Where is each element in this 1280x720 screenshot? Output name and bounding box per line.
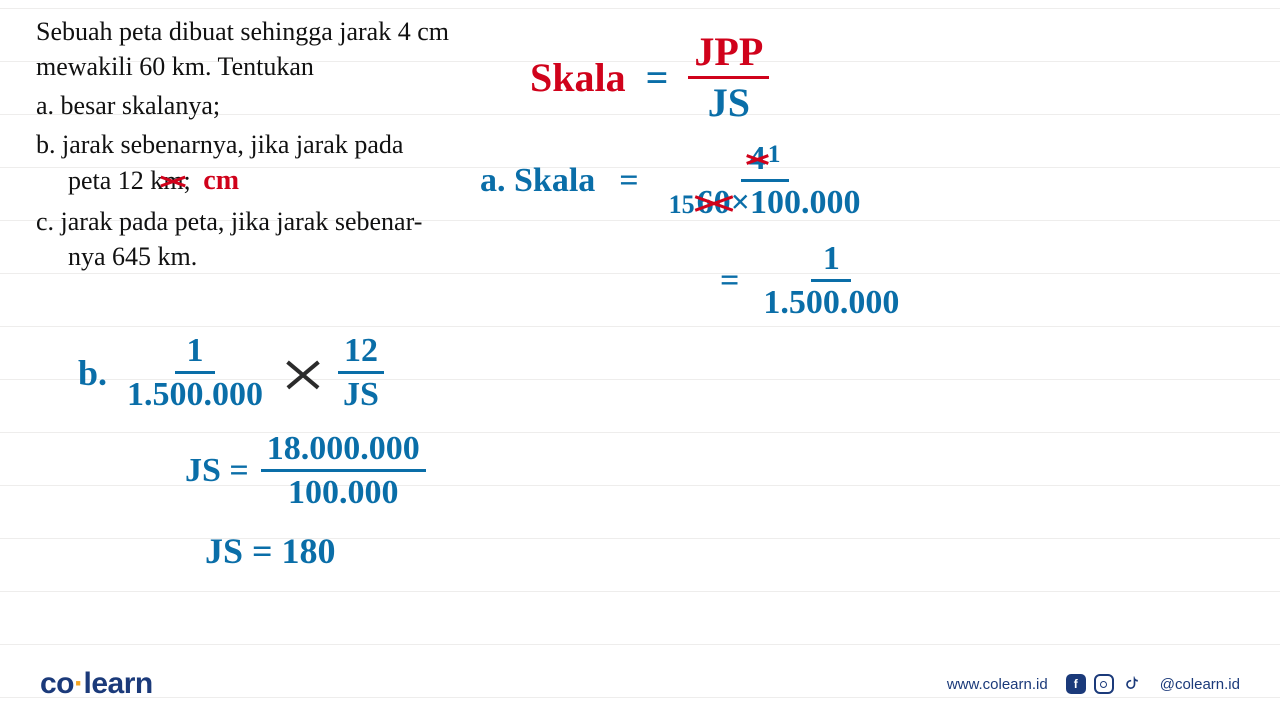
q-b2-struck: m [163,163,183,198]
hw-a-res-den: 1.500.000 [757,282,905,321]
hw-a-line1: a. Skala = 41 1560×100.000 [480,140,867,222]
q-b2-prefix: peta 12 k [68,166,163,195]
hw-a-num-struck: 4 [749,140,766,177]
footer-right: www.colearn.id f @colearn.id [947,674,1240,694]
hw-a-num: 41 [741,140,789,182]
footer-handle: @colearn.id [1160,676,1240,693]
hw-a-num-sup: 1 [768,139,781,168]
footer-url: www.colearn.id [947,676,1048,693]
brand-logo: co·learn [40,667,153,701]
q-line2: mewakili 60 km. Tentukan [36,49,426,84]
q-item-b2: peta 12 km; cm [36,162,426,200]
hw-a-den-left: 15 [669,190,695,219]
brand-dot: · [74,667,84,700]
instagram-icon [1094,674,1114,694]
q-item-c1: c. jarak pada peta, jika jarak sebenar- [36,204,426,239]
question-text: Sebuah peta dibuat sehingga jarak 4 cm m… [36,14,426,274]
hw-b-js-num: 18.000.000 [261,430,426,472]
q-item-b1: b. jarak sebenarnya, jika jarak pada [36,127,426,162]
hw-a-den-mult: ×100.000 [731,184,861,221]
cross-icon [283,353,323,393]
hw-a-label: a. Skala [480,162,595,200]
hw-a-res-frac: 1 1.500.000 [757,240,905,322]
hw-a-line2: = 1 1.500.000 [720,240,905,322]
q-item-c2: nya 645 km. [36,239,426,274]
hw-b-rightfrac: 12 JS [337,332,385,414]
hw-b-left-den: 1.500.000 [121,374,269,413]
brand-co: co [40,667,74,700]
hw-jpp-over-js: JPP JS [688,30,769,125]
q-line1: Sebuah peta dibuat sehingga jarak 4 cm [36,14,426,49]
hw-b-leftfrac: 1 1.500.000 [121,332,269,414]
hw-a-den: 1560×100.000 [663,182,867,221]
hw-js: JS [702,79,756,125]
hw-b-line2: JS = 18.000.000 100.000 [185,430,426,512]
q-b2-semicolon: ; [184,166,191,195]
footer: co·learn www.colearn.id f @colearn.id [0,660,1280,720]
hw-eq3: = [720,262,739,300]
q-item-a: a. besar skalanya; [36,88,426,123]
hw-b-line3: JS = 180 [205,530,336,572]
hw-b-line1: b. 1 1.500.000 12 JS [78,332,385,414]
hw-jpp: JPP [688,30,769,79]
hw-b-right-num: 12 [338,332,384,374]
facebook-icon: f [1066,674,1086,694]
hw-skala-formula: Skala = JPP JS [530,30,769,125]
hw-a-den-struck: 60 [697,184,731,221]
q-b2-correction: cm [203,165,239,196]
hw-eq1: = [646,54,669,101]
hw-b-left-num: 1 [175,332,215,374]
brand-learn: learn [84,667,153,700]
tiktok-icon [1122,674,1142,694]
page: Sebuah peta dibuat sehingga jarak 4 cm m… [0,0,1280,720]
hw-b-js-frac: 18.000.000 100.000 [261,430,426,512]
hw-b-js-eq: JS = [185,452,249,490]
hw-a-frac: 41 1560×100.000 [663,140,867,222]
hw-skala-label: Skala [530,54,626,101]
hw-b-label: b. [78,352,107,394]
hw-eq2: = [619,162,638,200]
hw-b-js-den: 100.000 [282,472,405,511]
hw-a-res-num: 1 [811,240,851,282]
social-icons: f [1066,674,1142,694]
hw-b-right-den: JS [337,374,385,413]
